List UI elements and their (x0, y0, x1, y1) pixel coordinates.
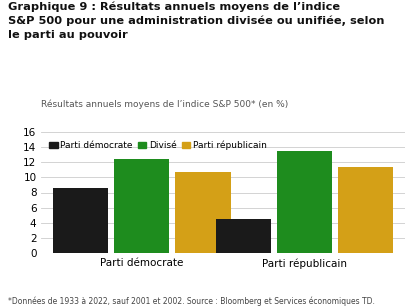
Bar (52, 188, 108, 253)
Text: Résultats annuels moyens de l’indice S&P 500* (en %): Résultats annuels moyens de l’indice S&P… (41, 100, 289, 109)
Bar (277, 151, 332, 253)
Bar (176, 172, 230, 253)
Bar (114, 159, 169, 253)
Bar (338, 167, 394, 253)
Text: *Données de 1933 à 2022, sauf 2001 et 2002. Source : Bloomberg et Services écono: *Données de 1933 à 2022, sauf 2001 et 20… (8, 297, 375, 306)
Text: Graphique 9 : Résultats annuels moyens de l’indice
S&P 500 pour une administrati: Graphique 9 : Résultats annuels moyens d… (8, 2, 385, 40)
Bar (216, 219, 271, 253)
Legend: Parti démocrate, Divisé, Parti républicain: Parti démocrate, Divisé, Parti républica… (46, 137, 271, 154)
